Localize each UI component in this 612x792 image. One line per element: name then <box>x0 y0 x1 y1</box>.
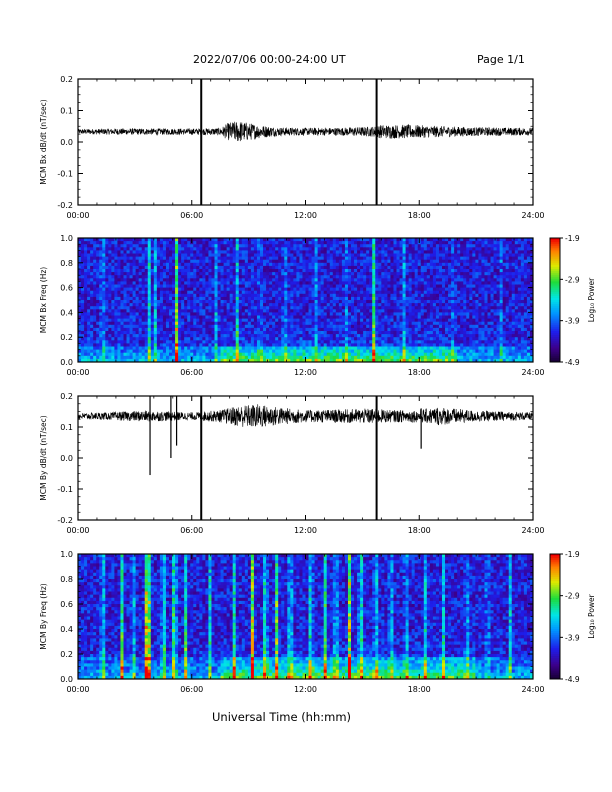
x-tick-label: 00:00 <box>66 211 89 220</box>
colorbar-frame <box>549 553 561 680</box>
y-tick-label: 0.2 <box>60 333 73 342</box>
colorbar-tick-label: -3.9 <box>565 317 580 326</box>
page-indicator: Page 1/1 <box>477 53 525 66</box>
y-tick-label: -0.1 <box>57 485 73 494</box>
colorbar-tick-label: -1.9 <box>565 550 580 559</box>
x-tick-label: 18:00 <box>408 368 431 377</box>
spectrogram-image <box>78 554 534 680</box>
x-tick-label: 18:00 <box>408 211 431 220</box>
panel-2-axes: 00:00 06:00 12:00 18:00 24:00 1.0 0.8 0.6 0.4 0.2… <box>39 234 545 377</box>
x-tick-label: 18:00 <box>408 526 431 535</box>
colorbar-label: Log₁₀ Power <box>587 593 596 638</box>
y-tick-label: 0.0 <box>60 454 73 463</box>
x-tick-label: 12:00 <box>294 368 317 377</box>
panel-4-axes: 00:00 06:00 12:00 18:00 24:00 1.0 0.8 0.6 0.4 0.2… <box>39 550 545 694</box>
y-tick-label: 1.0 <box>60 550 73 559</box>
x-tick-label: 00:00 <box>66 526 89 535</box>
x-tick-label: 24:00 <box>521 526 544 535</box>
plot-title: 2022/07/06 00:00-24:00 UT <box>193 53 346 66</box>
y-tick-label: 0.4 <box>60 625 73 634</box>
x-tick-label: 00:00 <box>66 368 89 377</box>
x-tick-label: 12:00 <box>294 685 317 694</box>
x-tick-label: 12:00 <box>294 526 317 535</box>
panel-4-colorbar: -1.9 -2.9 -3.9 -4.9 Log₁₀ Power <box>549 550 596 684</box>
y-tick-label: 0.2 <box>60 392 73 401</box>
y-tick-label: 0.2 <box>60 75 73 84</box>
colorbar-tick-label: -4.9 <box>565 675 580 684</box>
x-tick-label: 06:00 <box>180 368 203 377</box>
colorbar-frame <box>549 237 561 363</box>
y-axis-label: MCM By dB/dt (nT/sec) <box>39 415 48 500</box>
y-tick-label: 0.1 <box>60 423 73 432</box>
spectrogram-image <box>78 238 534 363</box>
y-tick-label: 0.2 <box>60 650 73 659</box>
y-tick-label: -0.2 <box>57 201 73 210</box>
y-axis-label: MCM Bx Freq (Hz) <box>39 267 48 333</box>
y-tick-label: 0.8 <box>60 259 73 268</box>
y-tick-label: 1.0 <box>60 234 73 243</box>
x-tick-label: 24:00 <box>521 685 544 694</box>
data-trace <box>77 404 534 427</box>
panel-frame <box>77 78 534 206</box>
x-tick-label: 24:00 <box>521 368 544 377</box>
panel-1-axes: 00:00 06:00 12:00 18:00 24:00 0.2 0.1 0.0 -0.1 -0… <box>39 75 545 220</box>
x-tick-label: 06:00 <box>180 685 203 694</box>
colorbar-tick-label: -2.9 <box>565 275 580 284</box>
x-axis-title: Universal Time (hh:mm) <box>212 710 352 724</box>
y-axis-label: MCM Bx dB/dt (nT/sec) <box>39 99 48 184</box>
y-tick-label: -0.1 <box>57 170 73 179</box>
y-tick-label: 0.0 <box>60 138 73 147</box>
y-tick-label: 0.6 <box>60 284 73 293</box>
panel-3-axes: 00:00 06:00 12:00 18:00 24:00 0.2 0.1 0.0 -0.1 -0… <box>39 392 545 535</box>
y-tick-label: 0.1 <box>60 107 73 116</box>
x-tick-label: 06:00 <box>180 526 203 535</box>
data-trace <box>77 121 534 142</box>
y-tick-label: -0.2 <box>57 516 73 525</box>
colorbar-tick-label: -2.9 <box>565 592 580 601</box>
x-tick-label: 00:00 <box>66 685 89 694</box>
y-tick-label: 0.4 <box>60 308 73 317</box>
y-axis-label: MCM By Freq (Hz) <box>39 583 48 649</box>
y-tick-label: 0.0 <box>60 675 73 684</box>
x-tick-label: 18:00 <box>408 685 431 694</box>
y-tick-label: 0.0 <box>60 358 73 367</box>
x-tick-label: 24:00 <box>521 211 544 220</box>
panel-2-colorbar: -1.9 -2.9 -3.9 -4.9 Log₁₀ Power <box>549 234 596 367</box>
y-tick-label: 0.8 <box>60 575 73 584</box>
colorbar-tick-label: -4.9 <box>565 358 580 367</box>
colorbar-label: Log₁₀ Power <box>587 277 596 322</box>
colorbar-tick-label: -1.9 <box>565 234 580 243</box>
x-tick-label: 06:00 <box>180 211 203 220</box>
panel-3-trace <box>77 396 534 520</box>
colorbar-tick-label: -3.9 <box>565 633 580 642</box>
panel-1-trace <box>77 79 534 205</box>
y-tick-label: 0.6 <box>60 600 73 609</box>
x-tick-label: 12:00 <box>294 211 317 220</box>
